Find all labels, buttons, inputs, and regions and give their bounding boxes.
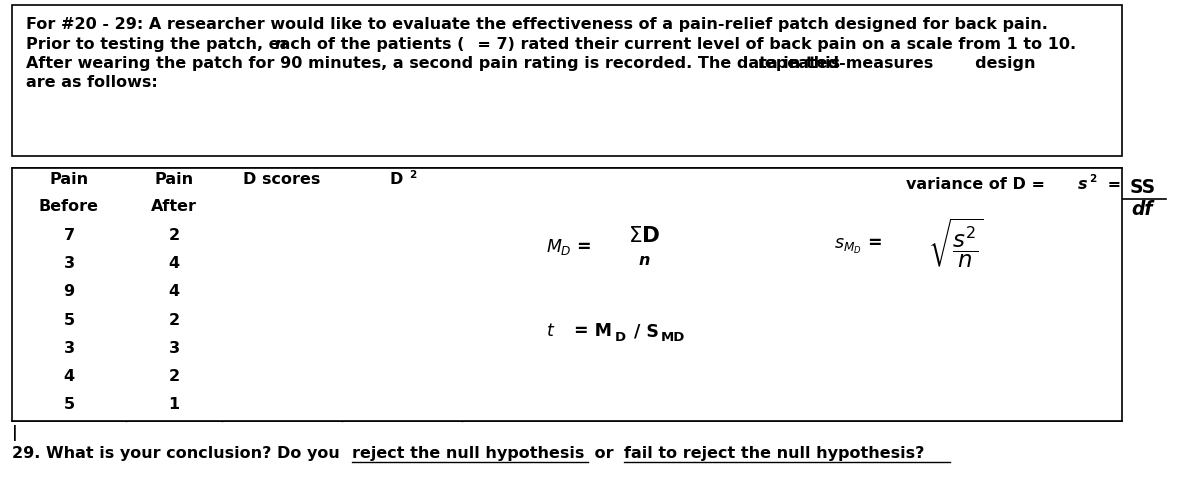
Text: $t$: $t$ <box>546 322 556 340</box>
Text: SS: SS <box>1129 178 1156 197</box>
Text: 7: 7 <box>64 228 74 243</box>
Text: 2: 2 <box>409 170 416 180</box>
Text: D: D <box>614 331 625 344</box>
Text: $M_D$ =: $M_D$ = <box>546 237 592 257</box>
Text: reject the null hypothesis: reject the null hypothesis <box>352 446 584 461</box>
Text: Before: Before <box>38 199 98 214</box>
Text: 2: 2 <box>168 313 180 328</box>
Text: n: n <box>638 253 650 268</box>
Text: 29. What is your conclusion? Do you: 29. What is your conclusion? Do you <box>12 446 346 461</box>
Text: After: After <box>151 199 197 214</box>
Text: D scores: D scores <box>244 172 320 187</box>
Text: D: D <box>389 172 403 187</box>
Text: n: n <box>274 37 286 52</box>
Text: 2: 2 <box>1090 174 1097 184</box>
Text: / S: / S <box>628 322 659 340</box>
Text: $\Sigma$D: $\Sigma$D <box>629 226 660 246</box>
Text: s: s <box>1078 177 1087 192</box>
Text: 3: 3 <box>64 341 74 356</box>
Text: 4: 4 <box>64 369 74 384</box>
Text: 9: 9 <box>64 284 74 300</box>
Text: 5: 5 <box>64 397 74 412</box>
Text: 1: 1 <box>168 397 180 412</box>
Text: = M: = M <box>568 322 612 340</box>
Text: variance of D =: variance of D = <box>906 177 1051 192</box>
Text: repeated-measures: repeated-measures <box>758 56 934 71</box>
Text: 3: 3 <box>168 341 180 356</box>
Text: For #20 - 29: A researcher would like to evaluate the effectiveness of a pain-re: For #20 - 29: A researcher would like to… <box>26 17 1049 32</box>
Text: Prior to testing the patch, each of the patients (    = 7) rated their current l: Prior to testing the patch, each of the … <box>26 37 1076 52</box>
Text: df: df <box>1132 200 1153 219</box>
Text: 4: 4 <box>168 284 180 300</box>
Text: or: or <box>589 446 619 461</box>
Text: =: = <box>1102 177 1127 192</box>
Text: $\sqrt{\dfrac{s^2}{n}}$: $\sqrt{\dfrac{s^2}{n}}$ <box>928 216 984 270</box>
Text: 2: 2 <box>168 228 180 243</box>
Text: 4: 4 <box>168 256 180 271</box>
Text: Pain: Pain <box>49 172 89 187</box>
Text: $s_{M_D}$ =: $s_{M_D}$ = <box>834 237 882 256</box>
Text: 5: 5 <box>64 313 74 328</box>
Text: are as follows:: are as follows: <box>26 75 158 91</box>
Text: MD: MD <box>661 331 685 344</box>
Text: 3: 3 <box>64 256 74 271</box>
Text: Pain: Pain <box>155 172 193 187</box>
Text: After wearing the patch for 90 minutes, a second pain rating is recorded. The da: After wearing the patch for 90 minutes, … <box>26 56 1036 71</box>
Text: 2: 2 <box>168 369 180 384</box>
Text: fail to reject the null hypothesis?: fail to reject the null hypothesis? <box>624 446 924 461</box>
Text: |: | <box>12 426 18 441</box>
